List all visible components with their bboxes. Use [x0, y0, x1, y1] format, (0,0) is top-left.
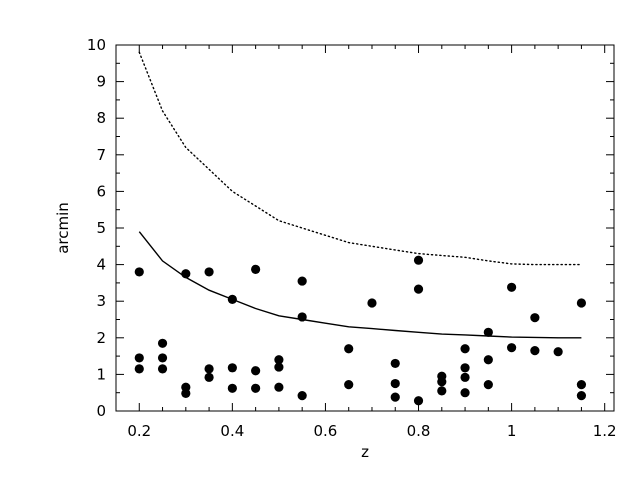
- data-point: [157, 338, 168, 348]
- y-tick-label: 7: [96, 146, 106, 164]
- data-point: [437, 377, 447, 387]
- data-point: [413, 396, 424, 406]
- data-point: [413, 284, 424, 294]
- data-point: [576, 298, 587, 308]
- data-point: [181, 388, 191, 399]
- data-point: [460, 372, 470, 382]
- y-tick-label: 9: [96, 73, 106, 91]
- data-point: [576, 380, 587, 390]
- data-point: [157, 353, 168, 363]
- x-axis-title: z: [361, 443, 369, 461]
- x-tick-label: 0.6: [314, 422, 338, 440]
- x-tick-label: 1.2: [593, 422, 617, 440]
- data-point: [483, 380, 493, 390]
- data-point: [251, 383, 261, 393]
- y-tick-label: 8: [96, 109, 106, 127]
- data-point: [227, 383, 237, 393]
- plot-border: [115, 44, 615, 412]
- data-point: [157, 364, 168, 374]
- data-point: [251, 264, 261, 274]
- x-tick-label: 0.2: [127, 422, 151, 440]
- data-point: [344, 344, 354, 354]
- y-tick-label: 4: [96, 256, 106, 274]
- data-point: [134, 364, 144, 374]
- data-point: [274, 382, 284, 392]
- solid-curve: [138, 231, 582, 339]
- data-point: [181, 269, 191, 279]
- data-point: [390, 358, 400, 369]
- y-tick-label: 1: [96, 365, 106, 383]
- data-point: [437, 386, 447, 396]
- y-tick-label: 6: [96, 182, 106, 200]
- data-point: [204, 364, 214, 374]
- data-point: [251, 366, 261, 376]
- data-point: [134, 353, 144, 363]
- data-point: [390, 378, 400, 389]
- data-point: [134, 267, 144, 277]
- data-point: [274, 362, 284, 372]
- y-tick-label: 5: [96, 219, 106, 237]
- plot-frame: [115, 44, 615, 412]
- data-points: [134, 255, 587, 406]
- y-tick-label: 0: [96, 402, 106, 420]
- x-tick-label: 0.4: [220, 422, 244, 440]
- axis-ticks: 0.2 0.4 0.6 0.8 1 1.2 0 1 2 3 4 5 6 7 8 9 10: [87, 36, 617, 440]
- data-point: [297, 312, 307, 322]
- data-point: [530, 313, 540, 323]
- data-point: [297, 276, 307, 286]
- data-point: [274, 355, 284, 365]
- data-point: [344, 380, 354, 390]
- data-point: [483, 355, 493, 365]
- data-point: [367, 298, 377, 308]
- data-point: [390, 392, 400, 402]
- curves: [138, 51, 583, 339]
- dotted-curve: [138, 51, 583, 266]
- data-point: [297, 391, 307, 401]
- y-tick-label: 10: [87, 36, 106, 54]
- y-tick-label: 2: [96, 329, 106, 347]
- data-point: [413, 255, 424, 265]
- y-tick-label: 3: [96, 292, 106, 310]
- data-point: [507, 282, 517, 292]
- x-tick-label: 1: [507, 422, 517, 440]
- x-tick-label: 0.8: [407, 422, 431, 440]
- data-point: [460, 388, 470, 398]
- data-point: [460, 363, 470, 373]
- data-point: [204, 372, 214, 382]
- data-point: [507, 343, 517, 353]
- data-point: [576, 391, 587, 401]
- data-point: [553, 347, 563, 357]
- data-point: [483, 327, 493, 337]
- data-point: [204, 267, 214, 277]
- data-point: [227, 294, 237, 304]
- y-axis-title: arcmin: [54, 202, 72, 254]
- data-point: [530, 346, 540, 356]
- data-point: [460, 344, 470, 354]
- data-point: [227, 363, 237, 373]
